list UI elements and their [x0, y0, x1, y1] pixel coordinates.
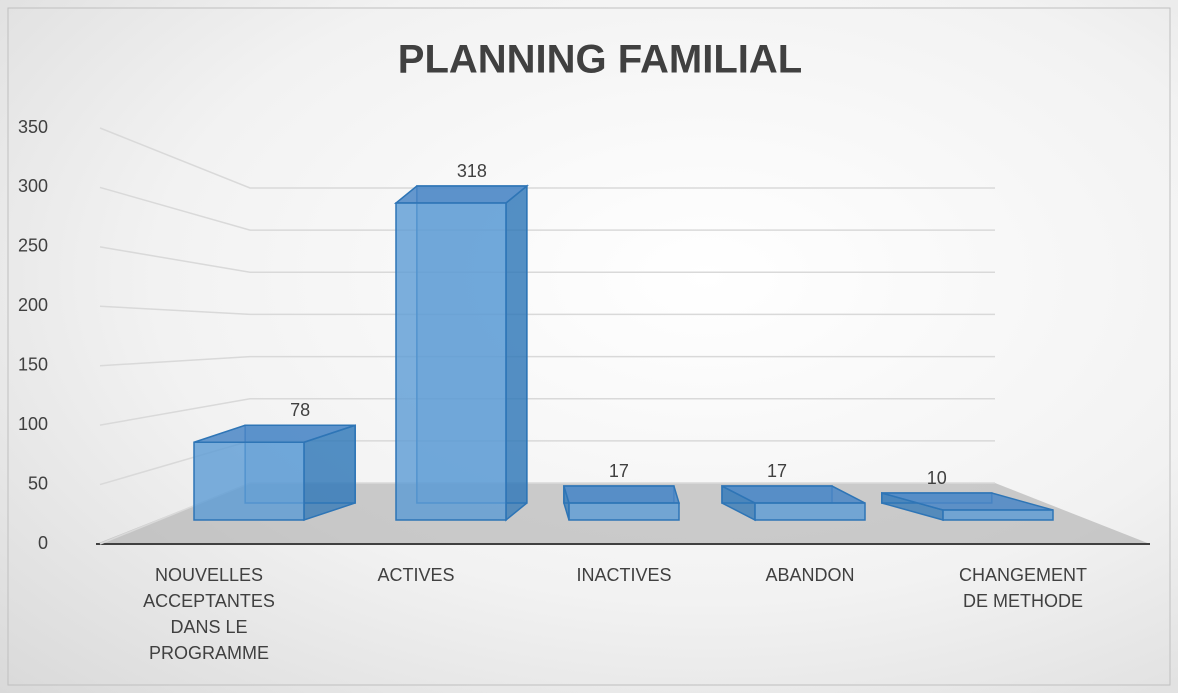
value-label: 17	[767, 461, 787, 481]
bar-side	[505, 184, 528, 522]
value-label: 10	[927, 468, 947, 488]
bar-top	[562, 485, 681, 504]
y-tick-label: 300	[18, 176, 48, 196]
y-tick-label: 350	[18, 117, 48, 137]
chart-title: PLANNING FAMILIAL	[398, 38, 802, 82]
y-tick-label: 150	[18, 354, 48, 374]
y-tick-label: 50	[28, 473, 48, 493]
value-label: 17	[609, 461, 629, 481]
value-label: 78	[290, 400, 310, 420]
grid-line	[99, 397, 995, 426]
grid-line	[99, 305, 995, 316]
x-tick-label: ABANDON	[765, 565, 855, 585]
grid-line	[99, 127, 995, 189]
y-tick-label: 0	[38, 533, 48, 553]
frame	[7, 7, 1171, 686]
bar-front	[754, 502, 866, 521]
value-label: 318	[457, 161, 487, 181]
bar-front	[395, 202, 507, 521]
y-tick-label: 250	[18, 236, 48, 256]
grid-line	[99, 355, 995, 367]
x-tick-label: CHANGEMENT DE METHODE	[958, 565, 1087, 611]
y-tick-label: 200	[18, 295, 48, 315]
grid-line	[99, 186, 995, 231]
x-tick-label: NOUVELLES ACCEPTANTES DANS LE PROGRAMME	[143, 565, 275, 663]
bar-front	[568, 502, 680, 521]
bar-front	[942, 509, 1054, 521]
y-tick-label: 100	[18, 414, 48, 434]
x-tick-label: INACTIVES	[576, 565, 672, 585]
bar-top	[393, 185, 529, 204]
bar-front	[193, 441, 305, 521]
grid-line	[99, 246, 995, 274]
x-tick-label: ACTIVES	[377, 565, 455, 585]
